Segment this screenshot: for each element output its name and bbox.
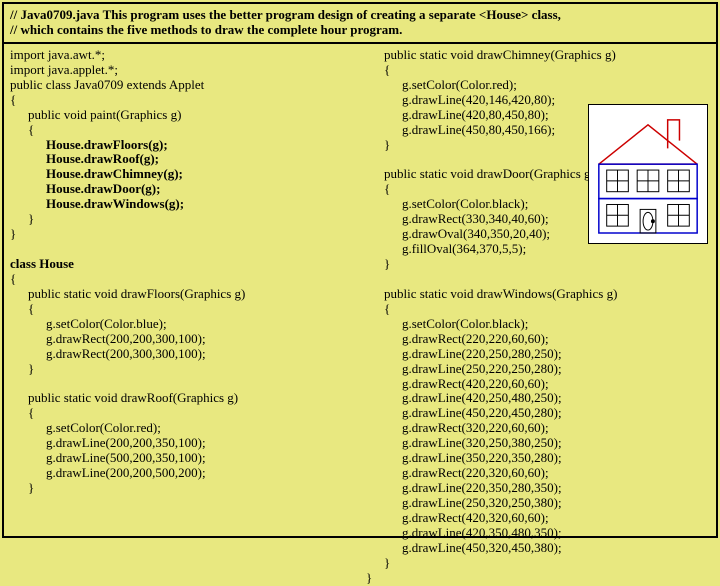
roof: [599, 125, 697, 164]
code-line: public void paint(Graphics g): [10, 108, 354, 123]
code-line: [366, 272, 710, 287]
code-line: }: [366, 556, 710, 571]
code-line: g.drawRect(320,220,60,60);: [366, 421, 710, 436]
code-line: g.drawRect(200,300,300,100);: [10, 347, 354, 362]
code-line: g.drawRect(420,220,60,60);: [366, 377, 710, 392]
code-line: g.drawLine(250,220,250,280);: [366, 362, 710, 377]
code-line: public class Java0709 extends Applet: [10, 78, 354, 93]
code-line: public static void drawChimney(Graphics …: [366, 48, 710, 63]
code-line: g.drawLine(220,350,280,350);: [366, 481, 710, 496]
code-line: {: [366, 63, 710, 78]
code-content: import java.awt.*;import java.applet.*;p…: [4, 44, 716, 536]
code-line: House.drawDoor(g);: [10, 182, 354, 197]
code-line: {: [366, 302, 710, 317]
code-line: g.drawLine(500,200,350,100);: [10, 451, 354, 466]
code-line: public static void drawFloors(Graphics g…: [10, 287, 354, 302]
code-line: {: [10, 302, 354, 317]
code-line: import java.awt.*;: [10, 48, 354, 63]
code-line: House.drawFloors(g);: [10, 138, 354, 153]
code-line: House.drawChimney(g);: [10, 167, 354, 182]
code-line: g.drawLine(220,250,280,250);: [366, 347, 710, 362]
code-line: }: [10, 362, 354, 377]
code-line: g.drawRect(220,220,60,60);: [366, 332, 710, 347]
code-line: g.drawLine(200,200,500,200);: [10, 466, 354, 481]
windows-top: [607, 170, 690, 192]
code-line: g.setColor(Color.red);: [10, 421, 354, 436]
code-line: g.drawLine(420,350,480,350);: [366, 526, 710, 541]
code-line: House.drawWindows(g);: [10, 197, 354, 212]
code-line: }: [10, 212, 354, 227]
windows-bottom: [607, 204, 690, 226]
left-column: import java.awt.*;import java.applet.*;p…: [4, 44, 360, 536]
code-line: }: [10, 481, 354, 496]
code-line: g.drawLine(420,250,480,250);: [366, 391, 710, 406]
code-line: g.setColor(Color.red);: [366, 78, 710, 93]
code-line: {: [10, 123, 354, 138]
code-line: g.drawLine(450,320,450,380);: [366, 541, 710, 556]
code-line: g.drawRect(200,200,300,100);: [10, 332, 354, 347]
house-diagram: [588, 104, 708, 244]
floor2: [599, 198, 697, 232]
door: [640, 209, 656, 233]
code-line: }: [366, 571, 710, 586]
code-line: {: [10, 406, 354, 421]
code-line: }: [10, 227, 354, 242]
code-container: // Java0709.java This program uses the b…: [2, 2, 718, 538]
code-line: }: [366, 257, 710, 272]
code-line: g.drawLine(320,250,380,250);: [366, 436, 710, 451]
code-line: House.drawRoof(g);: [10, 152, 354, 167]
chimney: [668, 120, 680, 149]
code-line: g.drawLine(200,200,350,100);: [10, 436, 354, 451]
header-line1: // Java0709.java This program uses the b…: [10, 8, 710, 23]
code-line: g.fillOval(364,370,5,5);: [366, 242, 710, 257]
right-column: public static void drawChimney(Graphics …: [360, 44, 716, 536]
code-line: g.setColor(Color.black);: [366, 317, 710, 332]
code-line: g.drawLine(350,220,350,280);: [366, 451, 710, 466]
code-line: class House: [10, 257, 354, 272]
code-line: {: [10, 93, 354, 108]
code-line: public static void drawRoof(Graphics g): [10, 391, 354, 406]
code-line: g.drawLine(250,320,250,380);: [366, 496, 710, 511]
code-line: g.setColor(Color.blue);: [10, 317, 354, 332]
code-line: g.drawRect(420,320,60,60);: [366, 511, 710, 526]
code-line: g.drawLine(450,220,450,280);: [366, 406, 710, 421]
header-line2: // which contains the five methods to dr…: [10, 23, 710, 38]
code-line: [10, 377, 354, 392]
code-line: public static void drawWindows(Graphics …: [366, 287, 710, 302]
code-line: {: [10, 272, 354, 287]
code-line: import java.applet.*;: [10, 63, 354, 78]
code-line: [10, 242, 354, 257]
header-comment: // Java0709.java This program uses the b…: [4, 4, 716, 44]
code-line: g.drawRect(220,320,60,60);: [366, 466, 710, 481]
